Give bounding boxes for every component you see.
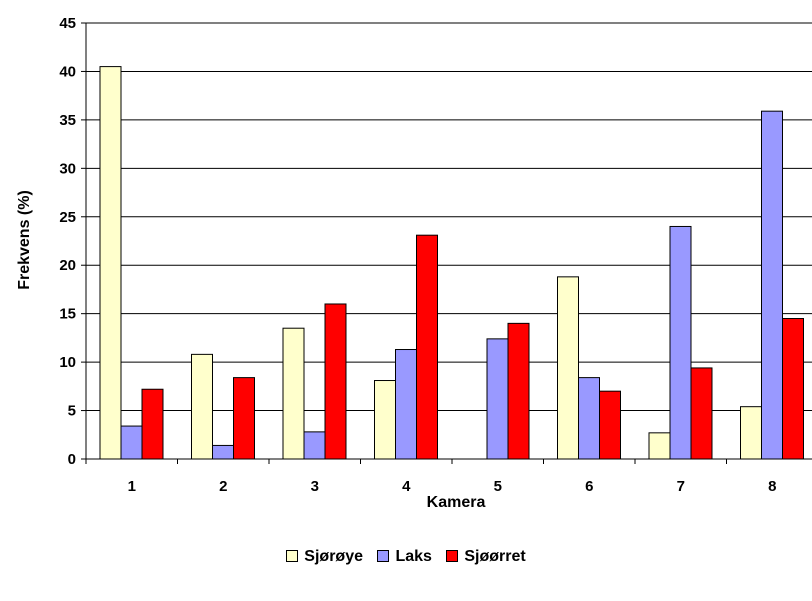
bar-Sjøørret-7	[690, 367, 713, 460]
bars	[99, 66, 804, 460]
legend: Sjørøye Laks Sjøørret	[0, 548, 812, 566]
y-tick-label: 5	[68, 403, 76, 420]
legend-swatch-laks	[377, 550, 390, 562]
legend-item-laks: Laks	[377, 548, 432, 566]
bar-Sjøørret-4	[416, 234, 438, 460]
x-tick-label: 7	[677, 478, 685, 495]
bar-Sjørøye-2	[191, 353, 213, 460]
y-tick-label: 0	[68, 451, 76, 468]
y-tick-label: 45	[59, 15, 76, 32]
bar-Laks-3	[303, 431, 326, 460]
x-tick-labels: 1 2 3 4 5 6 7 8	[128, 478, 777, 495]
bar-Sjørøye-7	[648, 432, 671, 460]
gridlines	[86, 22, 812, 412]
y-tick-label: 15	[59, 306, 76, 323]
y-tick-labels: 0 5 10 15 20 25 30 35 40 45	[59, 15, 76, 468]
bar-Sjørøye-3	[282, 327, 305, 460]
bar-Sjøørret-1	[141, 388, 164, 460]
axes	[81, 22, 812, 464]
bar-Sjørøye-6	[557, 276, 579, 460]
bar-Sjørøye-1	[99, 66, 122, 460]
legend-item-sjoorret: Sjøørret	[446, 548, 526, 566]
bar-Laks-6	[578, 377, 600, 460]
x-tick-label: 1	[128, 478, 136, 495]
bar-Laks-7	[669, 225, 692, 460]
bar-Laks-4	[395, 349, 417, 460]
x-tick-label: 8	[768, 478, 776, 495]
y-tick-label: 25	[59, 209, 76, 226]
y-tick-label: 40	[59, 63, 76, 80]
bar-Sjørøye-4	[374, 380, 396, 460]
x-axis-title: Kamera	[427, 494, 486, 511]
legend-swatch-sjoroye	[286, 550, 299, 562]
legend-label-laks: Laks	[395, 548, 432, 565]
bar-Sjøørret-2	[233, 377, 255, 460]
y-tick-label: 20	[59, 257, 76, 274]
bar-Sjøørret-3	[324, 303, 347, 460]
legend-label-sjoorret: Sjøørret	[464, 548, 526, 565]
y-axis-title: Frekvens (%)	[16, 190, 33, 290]
bar-Laks-2	[212, 444, 234, 460]
y-tick-label: 35	[59, 112, 76, 129]
x-tick-label: 3	[311, 478, 319, 495]
legend-label-sjoroye: Sjørøye	[304, 548, 363, 565]
bar-Sjørøye-8	[740, 406, 762, 460]
bar-Laks-5	[486, 338, 509, 460]
bar-Sjøørret-8	[782, 318, 804, 460]
x-tick-label: 2	[219, 478, 227, 495]
y-tick-label: 10	[59, 354, 76, 371]
bar-Laks-1	[120, 425, 143, 460]
bar-Laks-8	[761, 110, 783, 460]
legend-swatch-sjoorret	[446, 550, 459, 562]
bar-Sjøørret-5	[507, 322, 530, 460]
x-tick-label: 6	[585, 478, 593, 495]
legend-item-sjoroye: Sjørøye	[286, 548, 363, 566]
y-tick-label: 30	[59, 160, 76, 177]
bar-Sjøørret-6	[599, 390, 621, 460]
x-tick-label: 5	[494, 478, 502, 495]
x-tick-label: 4	[402, 478, 411, 495]
